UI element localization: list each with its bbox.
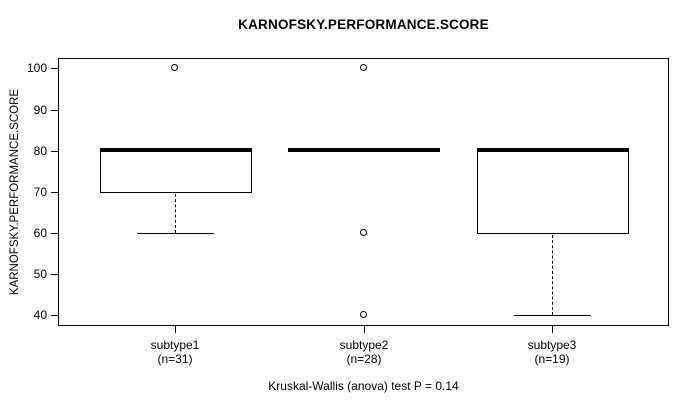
y-axis-tick-label: 70 (33, 185, 47, 199)
y-axis-tick (51, 274, 58, 275)
median-line-subtype1 (100, 148, 252, 152)
median-line-subtype2 (288, 148, 440, 152)
box-subtype3 (477, 150, 629, 234)
outlier-point-subtype2-100 (360, 64, 367, 71)
y-axis-tick (51, 151, 58, 152)
whisker-subtype3 (552, 235, 553, 315)
outlier-point-subtype2-60 (360, 229, 367, 236)
y-axis-tick (51, 315, 58, 316)
x-axis-tick (364, 326, 365, 333)
y-axis-tick-label: 80 (33, 144, 47, 158)
x-axis-tick (175, 326, 176, 333)
whisker-subtype1 (175, 194, 176, 233)
group-name: subtype1 (150, 338, 200, 352)
outlier-point-subtype2-40 (360, 311, 367, 318)
whisker-cap-subtype1 (137, 233, 214, 234)
y-axis-tick-label: 100 (26, 61, 47, 75)
group-name: subtype2 (339, 338, 389, 352)
whisker-cap-subtype3 (514, 315, 591, 316)
group-label-subtype2: subtype2 (n=28) (294, 338, 434, 366)
group-n: (n=31) (157, 352, 193, 366)
group-name: subtype3 (527, 338, 577, 352)
chart-title: KARNOFSKY.PERFORMANCE.SCORE (238, 17, 489, 32)
median-line-subtype3 (477, 148, 629, 152)
y-axis-tick (51, 192, 58, 193)
group-n: (n=19) (534, 352, 570, 366)
box-subtype1 (100, 150, 252, 193)
x-axis-tick (552, 326, 553, 333)
y-axis-tick (51, 110, 58, 111)
y-axis-tick (51, 68, 58, 69)
y-axis-tick-label: 90 (33, 103, 47, 117)
group-n: (n=28) (346, 352, 382, 366)
y-axis-tick-label: 40 (33, 308, 47, 322)
stat-test-caption: Kruskal-Wallis (anova) test P = 0.14 (268, 379, 459, 393)
group-label-subtype3: subtype3 (n=19) (482, 338, 622, 366)
group-label-subtype1: subtype1 (n=31) (105, 338, 245, 366)
outlier-point-subtype1-100 (171, 64, 178, 71)
y-axis-tick (51, 233, 58, 234)
y-axis-tick-label: 50 (33, 267, 47, 281)
y-axis-tick-label: 60 (33, 226, 47, 240)
